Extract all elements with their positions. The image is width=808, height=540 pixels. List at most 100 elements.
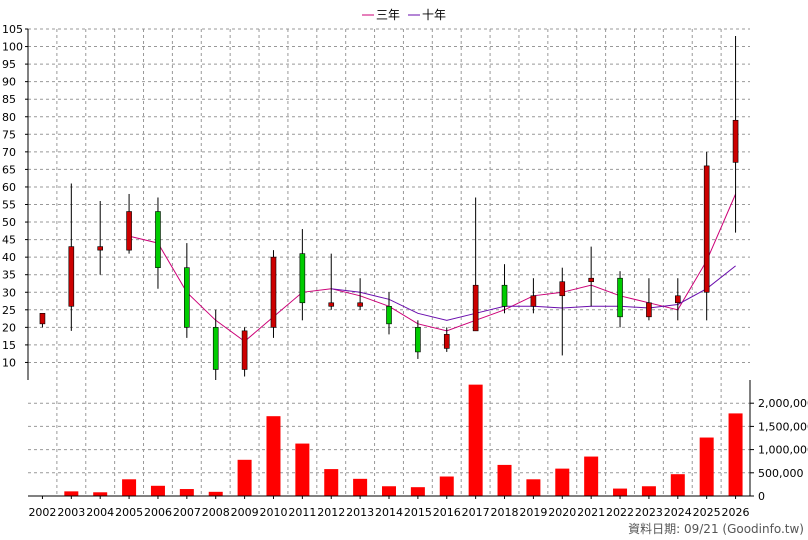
price-tick-label: 35 bbox=[2, 269, 16, 282]
year-tick-label: 2004 bbox=[86, 506, 114, 519]
price-tick-label: 60 bbox=[2, 181, 16, 194]
legend-label-3yr: 三年 bbox=[376, 8, 400, 22]
price-tick-label: 40 bbox=[2, 251, 16, 264]
candle-body bbox=[155, 211, 161, 268]
price-tick-label: 20 bbox=[2, 321, 16, 334]
volume-bar bbox=[670, 474, 685, 496]
candle-body bbox=[386, 305, 392, 325]
price-tick-label: 75 bbox=[2, 128, 16, 141]
volume-bar bbox=[208, 491, 223, 496]
candlesticks bbox=[39, 36, 739, 380]
price-tick-label: 10 bbox=[2, 356, 16, 369]
year-tick-label: 2007 bbox=[173, 506, 201, 519]
price-tick-label: 100 bbox=[2, 41, 23, 54]
candle-body bbox=[415, 327, 421, 353]
year-tick-label: 2023 bbox=[635, 506, 663, 519]
volume-bar bbox=[353, 478, 368, 496]
year-tick-label: 2016 bbox=[433, 506, 461, 519]
price-tick-label: 15 bbox=[2, 339, 16, 352]
year-tick-label: 2017 bbox=[462, 506, 490, 519]
year-tick-label: 2010 bbox=[259, 506, 287, 519]
footer-data-date: 資料日期: 09/21 (Goodinfo.tw) bbox=[628, 522, 804, 536]
price-tick-label: 30 bbox=[2, 286, 16, 299]
volume-tick-label: 500,000 bbox=[758, 467, 804, 480]
volume-bar bbox=[295, 443, 310, 496]
price-tick-label: 65 bbox=[2, 163, 16, 176]
volume-bar bbox=[179, 489, 194, 496]
volume-bar bbox=[641, 486, 656, 496]
candle-body bbox=[39, 313, 46, 325]
year-tick-label: 2022 bbox=[606, 506, 634, 519]
candle-body bbox=[588, 277, 594, 283]
candle-body bbox=[68, 246, 75, 307]
volume-bar bbox=[64, 491, 79, 496]
volume-bar bbox=[324, 469, 339, 496]
price-tick-label: 90 bbox=[2, 76, 16, 89]
candle-body bbox=[357, 302, 363, 307]
year-tick-label: 2018 bbox=[491, 506, 519, 519]
volume-bar bbox=[699, 437, 714, 496]
year-tick-label: 2019 bbox=[519, 506, 547, 519]
year-tick-label: 2012 bbox=[317, 506, 345, 519]
price-tick-label: 70 bbox=[2, 146, 16, 159]
price-tick-label: 55 bbox=[2, 199, 16, 212]
candle-body bbox=[501, 284, 508, 307]
price-tick-label: 45 bbox=[2, 234, 16, 247]
price-tick-label: 50 bbox=[2, 216, 16, 229]
volume-bar bbox=[122, 479, 137, 496]
volume-bar bbox=[526, 479, 541, 496]
price-tick-label: 80 bbox=[2, 111, 16, 124]
volume-bars bbox=[64, 384, 743, 496]
year-tick-label: 2011 bbox=[288, 506, 316, 519]
volume-bar bbox=[237, 459, 252, 496]
year-tick-label: 2005 bbox=[115, 506, 143, 519]
year-tick-label: 2025 bbox=[693, 506, 721, 519]
price-tick-label: 85 bbox=[2, 93, 16, 106]
volume-tick-label: 1,000,000 bbox=[758, 444, 808, 457]
year-tick-label: 2003 bbox=[57, 506, 85, 519]
price-tick-label: 105 bbox=[2, 23, 23, 36]
candle-body bbox=[559, 281, 566, 297]
volume-bar bbox=[497, 464, 512, 496]
volume-axis-ticks: 0 500,000 1,000,000 1,500,000 2,000,000 bbox=[750, 397, 808, 503]
candle-body bbox=[443, 334, 450, 349]
year-tick-label: 2015 bbox=[404, 506, 432, 519]
year-tick-label: 2008 bbox=[202, 506, 230, 519]
candle-body bbox=[646, 302, 652, 318]
price-tick-label: 25 bbox=[2, 304, 16, 317]
candle-body bbox=[270, 256, 277, 328]
candle-body bbox=[732, 119, 739, 163]
candle-body bbox=[212, 327, 219, 370]
volume-tick-label: 2,000,000 bbox=[758, 397, 808, 410]
year-tick-label: 2014 bbox=[375, 506, 403, 519]
volume-tick-label: 0 bbox=[758, 490, 765, 503]
candle-body bbox=[472, 284, 479, 332]
volume-bar bbox=[93, 492, 108, 496]
candle-body bbox=[97, 246, 103, 251]
volume-bar bbox=[382, 486, 396, 496]
year-axis-ticks: 2002 2003 2004 2005 2006 2007 2008 2009 2010 2011… bbox=[28, 496, 750, 519]
candle-body bbox=[299, 253, 306, 304]
candle-body bbox=[328, 302, 335, 307]
candle-body bbox=[703, 165, 710, 293]
volume-bar bbox=[468, 384, 483, 496]
year-tick-label: 2006 bbox=[144, 506, 172, 519]
volume-bar bbox=[410, 487, 425, 496]
candle-body bbox=[617, 277, 623, 318]
candle-body bbox=[126, 211, 132, 251]
volume-bar bbox=[728, 413, 743, 496]
volume-bar bbox=[439, 476, 454, 496]
candle-body bbox=[184, 267, 190, 328]
year-tick-label: 2009 bbox=[231, 506, 259, 519]
ma-line-3yr bbox=[128, 193, 737, 343]
volume-bar bbox=[584, 456, 599, 496]
year-tick-label: 2002 bbox=[28, 506, 56, 519]
volume-bar bbox=[150, 485, 165, 496]
price-axis-ticks: 10 15 20 25 30 35 40 45 50 55 60 65 70 75 80 85 90 95 100 1… bbox=[2, 23, 28, 369]
candle-body bbox=[530, 295, 537, 307]
legend-label-10yr: 十年 bbox=[422, 8, 446, 22]
volume-bar bbox=[555, 468, 570, 496]
year-tick-label: 2013 bbox=[346, 506, 374, 519]
